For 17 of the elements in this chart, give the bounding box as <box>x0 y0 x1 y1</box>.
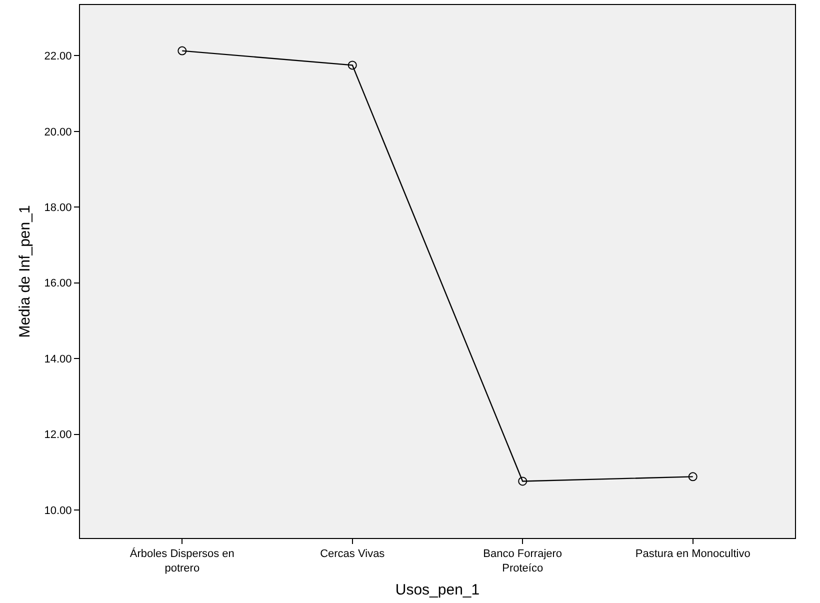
point <box>518 476 528 486</box>
point <box>178 46 187 56</box>
x-tick-label: Banco Forrajero Proteíco <box>483 548 562 574</box>
y-tick-label: 22.00 <box>44 50 72 63</box>
y-tick-label: 12.00 <box>44 429 72 442</box>
y-tick-label: 16.00 <box>44 278 72 290</box>
x-axis-title: Usos_pen_1 <box>395 582 480 598</box>
y-tick-label: 14.00 <box>44 353 72 366</box>
x-tick-label: Árboles Dispersos en potrero <box>130 547 234 574</box>
y-tick-label: 10.00 <box>44 504 72 517</box>
point <box>688 472 698 482</box>
x-tick-label: Cercas Vivas <box>320 548 386 560</box>
point <box>348 60 357 70</box>
y-axis-title: Media de Inf_pen_1 <box>16 205 34 338</box>
y-tick-label: 18.00 <box>44 202 72 214</box>
y-tick-label: 20.00 <box>44 126 72 138</box>
x-tick-label: Pastura en Monocultivo <box>635 548 750 560</box>
